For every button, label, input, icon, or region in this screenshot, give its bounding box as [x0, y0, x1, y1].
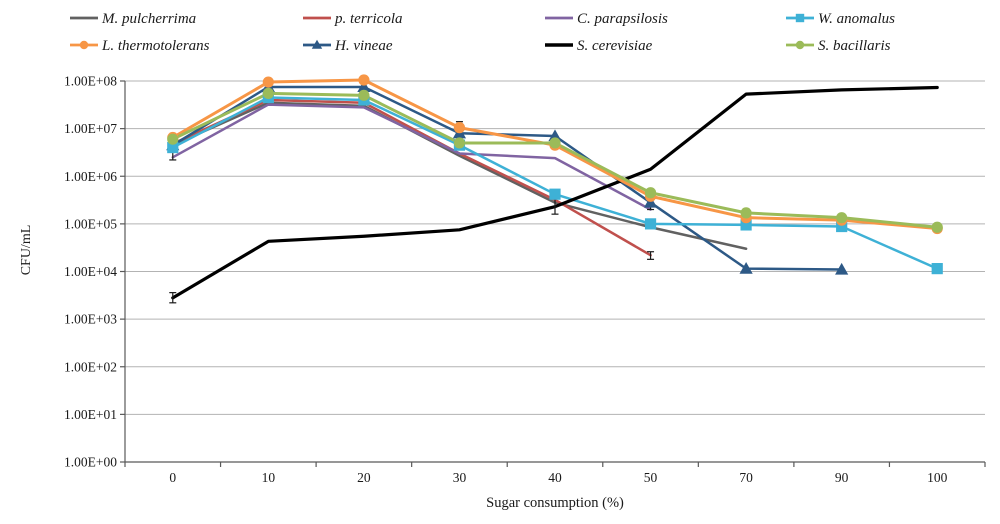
y-tick-label: 1.00E+06: [64, 169, 117, 184]
marker-w-anomalus: [549, 188, 561, 200]
marker-s-bacillaris: [644, 187, 657, 199]
legend-item-s-bacillaris: S. bacillaris: [786, 38, 891, 54]
x-tick-label: 100: [927, 470, 948, 485]
x-tick-label: 90: [835, 470, 849, 485]
legend-marker-circle: [79, 40, 89, 50]
series-line-c-parapsilosis: [171, 103, 652, 211]
marker-s-bacillaris: [549, 137, 561, 149]
legend-label: L. thermotolerans: [101, 38, 210, 54]
legend-marker-triangle: [311, 39, 323, 49]
gridlines: [125, 80, 985, 415]
legend-label: S. cerevisiae: [577, 38, 653, 54]
x-tick-label: 40: [548, 470, 562, 485]
legend: M. pulcherrima p. terricola C. parapsilosi…: [70, 11, 895, 54]
marker-h-vineae: [739, 262, 753, 274]
x-tick-label: 0: [169, 470, 176, 485]
x-tick-label: 70: [739, 470, 753, 485]
marker-w-anomalus: [644, 218, 657, 230]
y-tick-label: 1.00E+00: [64, 455, 117, 470]
y-axis-title: CFU/mL: [19, 225, 34, 276]
marker-h-vineae: [357, 80, 371, 93]
axis-labels: 1.00E+08 1.00E+07 1.00E+06 1.00E+05 1.00E+04…: [64, 74, 948, 486]
legend-marker-square: [795, 13, 805, 23]
marker-s-bacillaris: [740, 207, 752, 219]
x-tick-label: 50: [644, 470, 658, 485]
legend-label: H. vineae: [334, 38, 393, 54]
y-tick-label: 1.00E+05: [64, 216, 117, 231]
x-tick-label: 30: [453, 470, 467, 485]
marker-l-thermotolerans: [262, 76, 274, 88]
legend-label: C. parapsilosis: [577, 11, 668, 27]
marker-w-anomalus: [836, 220, 848, 233]
marker-s-bacillaris: [931, 221, 943, 233]
marker-w-anomalus: [740, 219, 752, 231]
y-tick-label: 1.00E+08: [64, 74, 117, 89]
marker-l-thermotolerans: [453, 122, 466, 134]
marker-s-bacillaris: [262, 87, 274, 99]
axes: [120, 80, 986, 467]
legend-label: S. bacillaris: [818, 38, 891, 54]
marker-s-bacillaris: [358, 89, 370, 101]
marker-s-bacillaris: [836, 212, 848, 224]
y-tick-label: 1.00E+04: [64, 264, 117, 279]
y-tick-label: 1.00E+07: [64, 121, 117, 136]
legend-item-c-parapsilosis: C. parapsilosis: [545, 11, 668, 27]
x-tick-label: 10: [262, 470, 276, 485]
legend-label: p. terricola: [334, 11, 403, 27]
series-line-h-vineae: [171, 85, 843, 271]
legend-item-s-cerevisiae: S. cerevisiae: [545, 38, 653, 54]
marker-h-vineae: [835, 262, 849, 275]
legend-label: M. pulcherrima: [101, 11, 196, 27]
legend-item-w-anomalus: W. anomalus: [786, 11, 895, 27]
marker-s-bacillaris: [167, 133, 179, 145]
series-markers: [166, 74, 943, 275]
legend-item-p-terricola: p. terricola: [303, 11, 403, 27]
x-tick-label: 20: [357, 470, 371, 485]
legend-marker-circle: [795, 40, 805, 50]
x-axis-title: Sugar consumption (%): [486, 495, 624, 511]
legend-item-h-vineae: H. vineae: [303, 38, 393, 54]
marker-s-bacillaris: [453, 137, 466, 149]
error-bar: [647, 251, 655, 260]
error-bars: [169, 121, 655, 304]
legend-label: W. anomalus: [818, 11, 895, 27]
marker-h-vineae: [548, 129, 562, 142]
y-tick-label: 1.00E+03: [64, 312, 117, 327]
series-line-w-anomalus: [171, 96, 939, 270]
y-tick-label: 1.00E+02: [64, 359, 117, 374]
marker-w-anomalus: [931, 263, 943, 275]
marker-l-thermotolerans: [358, 74, 370, 86]
legend-item-l-thermotolerans: L. thermotolerans: [70, 38, 210, 54]
legend-item-m-pulcherrima: M. pulcherrima: [70, 11, 196, 27]
error-bar: [169, 292, 177, 304]
marker-w-anomalus: [167, 141, 179, 154]
y-tick-label: 1.00E+01: [64, 407, 117, 422]
